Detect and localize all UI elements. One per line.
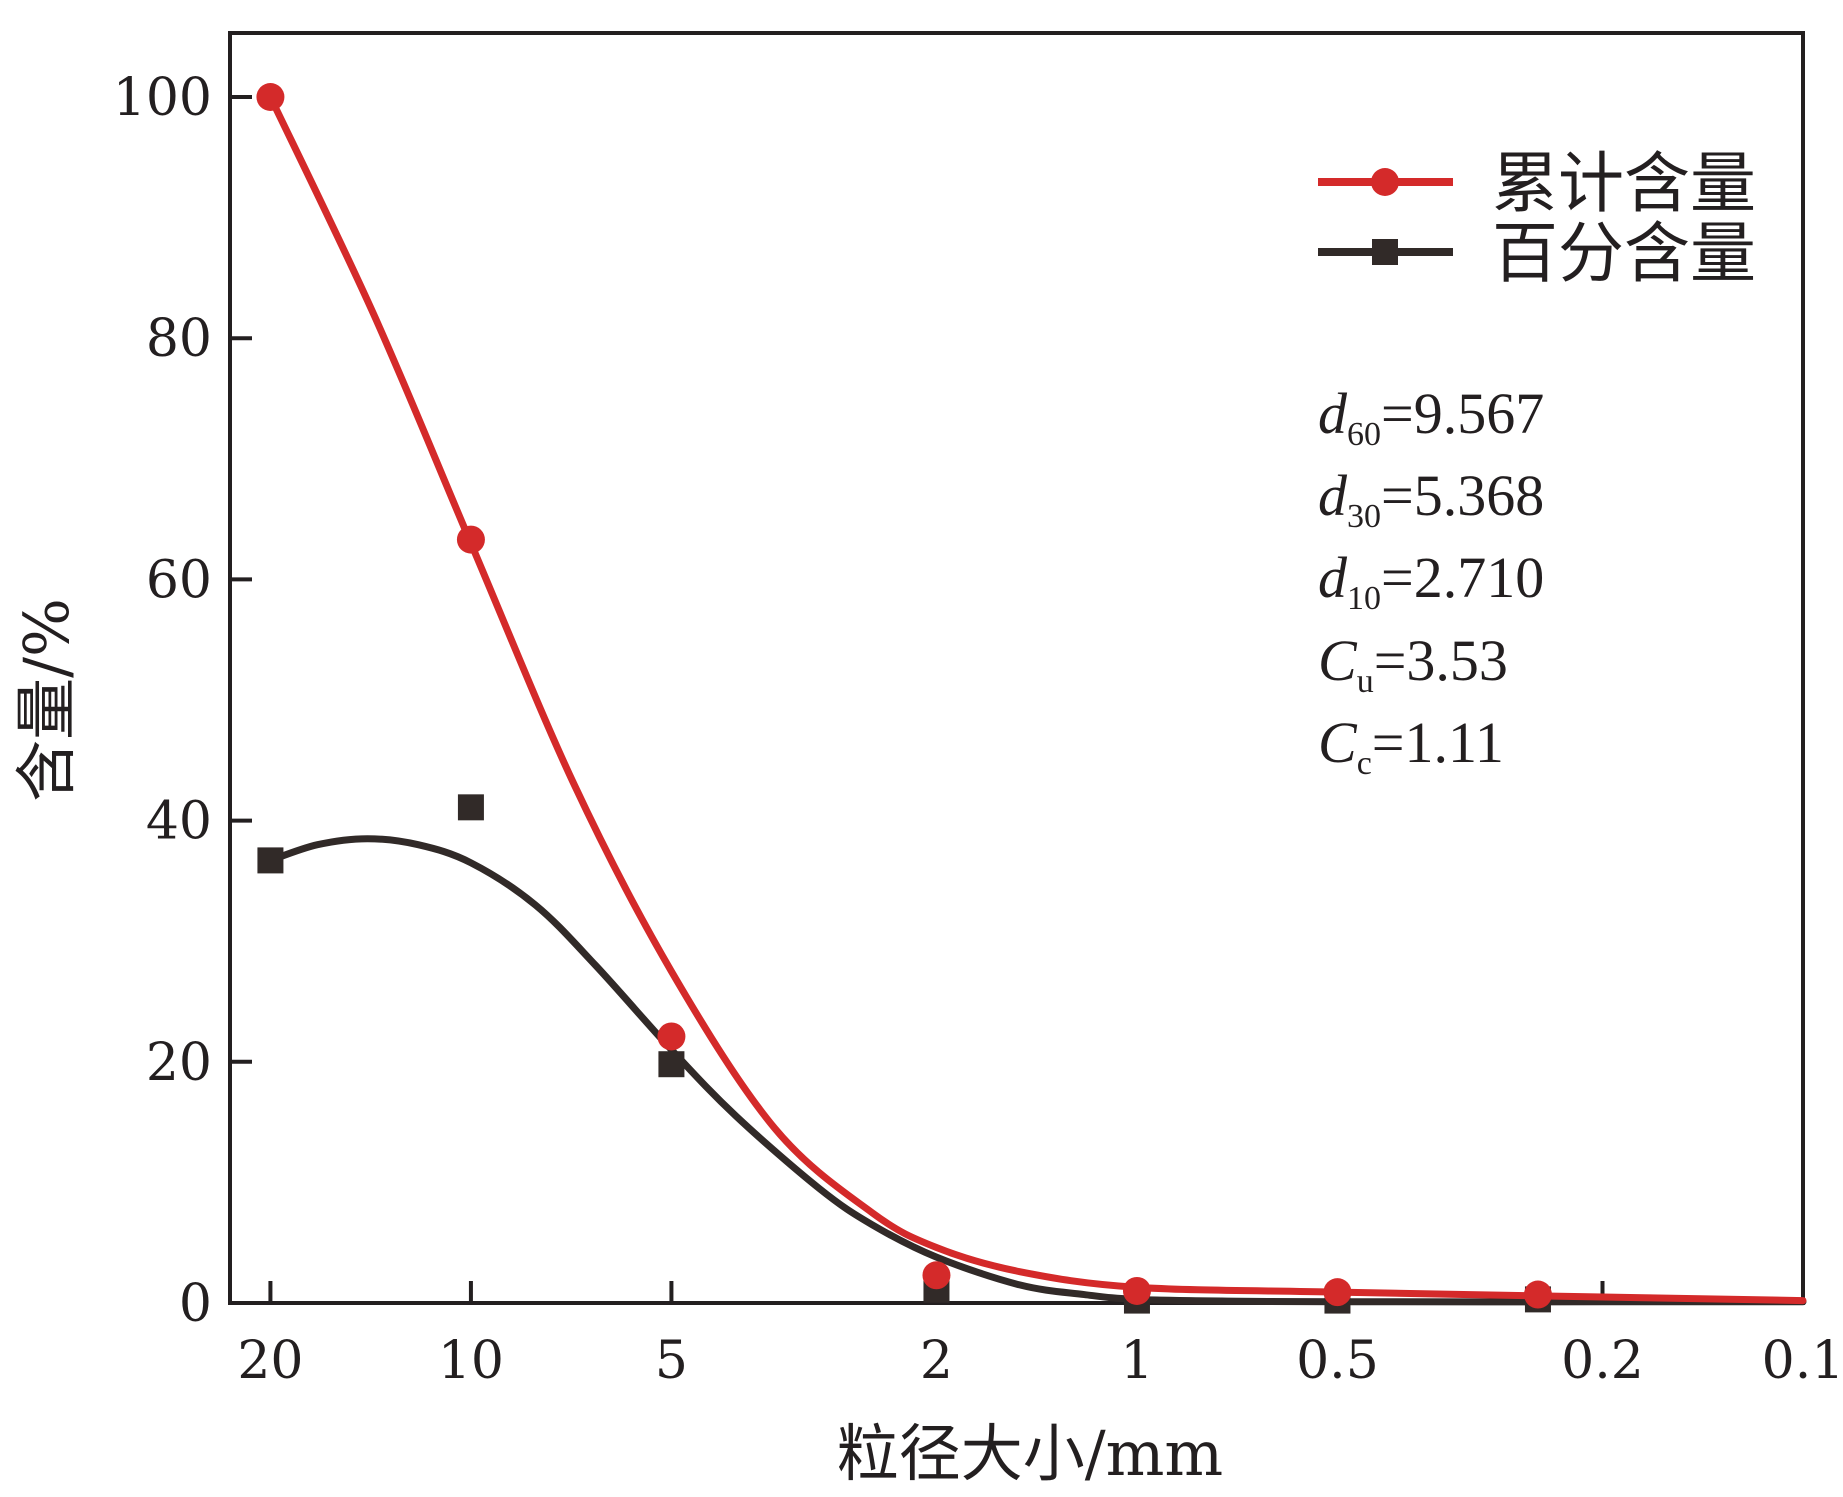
data-point-percent [658,1051,685,1078]
y-tick-label: 80 [146,309,212,369]
data-point-percent [257,847,284,874]
data-point-cumulative [1523,1280,1552,1309]
y-tick-label: 40 [146,792,212,852]
parameter-annotations: d60=9.567 d30=5.368 d10=2.710 Cu=3.53 Cc=1.1… [1318,381,1544,782]
y-tick-label: 20 [146,1033,212,1093]
x-tick-label: 2 [920,1331,953,1391]
annotation-line: d10=2.710 [1318,545,1544,617]
x-tick-label: 20 [237,1331,303,1391]
annotation-line: Cc=1.11 [1318,710,1504,782]
x-tick-label: 0.5 [1296,1331,1379,1391]
data-point-cumulative [922,1261,951,1290]
annotation-line: d60=9.567 [1318,381,1544,453]
x-tick-label: 10 [438,1331,504,1391]
data-point-percent [457,794,484,821]
x-tick-label: 0.2 [1561,1331,1644,1391]
legend-label-cumulative: 累计含量 [1492,145,1756,222]
data-point-cumulative [256,83,285,111]
series-line-percent [266,835,1807,1306]
y-tick-label: 100 [113,68,212,128]
plot-frame [228,31,1805,1305]
x-tick-label: 5 [655,1331,688,1391]
data-point-cumulative [1122,1276,1151,1305]
series-layer [256,83,1807,1314]
data-point-cumulative [456,525,485,554]
legend-label-percent: 百分含量 [1492,215,1756,292]
legend-marker-cumulative [1371,168,1399,196]
y-tick-label: 60 [146,550,212,610]
axis-layer: 20 10 5 2 1 0.5 0.2 0.1 0 20 40 60 80 100 [113,31,1843,1391]
legend-marker-percent [1372,239,1398,265]
y-axis-title: 含量/% [10,598,83,802]
data-point-cumulative [657,1022,686,1051]
x-axis-title: 粒径大小/mm [837,1417,1223,1490]
x-tick-label: 1 [1120,1331,1153,1391]
series-line-cumulative [266,93,1807,1305]
data-point-cumulative [1323,1278,1352,1307]
x-tick-label: 0.1 [1762,1331,1843,1391]
y-tick-label: 0 [179,1274,212,1334]
annotation-line: Cu=3.53 [1318,628,1508,700]
annotation-line: d30=5.368 [1318,463,1544,535]
